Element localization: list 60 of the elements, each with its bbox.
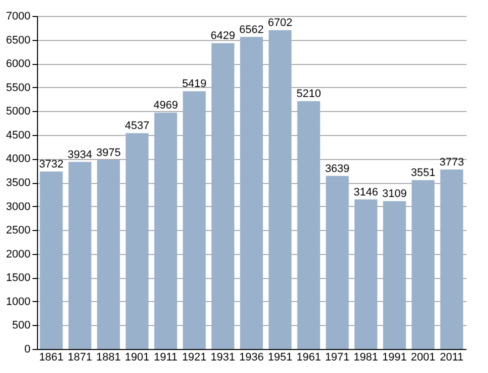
data-label: 3146 xyxy=(354,186,378,198)
y-tick-label: 5500 xyxy=(6,82,30,94)
x-tick-label: 1871 xyxy=(68,352,92,364)
y-tick-label: 2000 xyxy=(6,248,30,260)
x-tick-label: 1901 xyxy=(124,352,150,364)
bar xyxy=(383,201,406,349)
data-label: 3639 xyxy=(325,162,350,175)
x-tick-label: 1921 xyxy=(182,352,207,364)
x-tick-label: 1981 xyxy=(354,352,378,364)
y-tick-label: 7000 xyxy=(6,10,30,22)
bar xyxy=(68,162,92,349)
bar xyxy=(211,43,234,349)
x-tick-label: 1911 xyxy=(154,352,178,364)
y-tick-label: 6500 xyxy=(6,34,30,46)
y-tick-label: 5000 xyxy=(6,106,30,118)
data-label: 6429 xyxy=(210,30,236,42)
x-tick-label: 1861 xyxy=(39,352,64,364)
bar xyxy=(412,180,435,349)
x-tick-label: 2001 xyxy=(410,352,436,364)
bar xyxy=(326,176,349,349)
bar xyxy=(40,171,63,349)
y-tick-label: 3000 xyxy=(6,200,30,213)
data-label: 4969 xyxy=(153,100,178,112)
y-tick-label: 4500 xyxy=(6,129,30,142)
data-label: 3732 xyxy=(39,158,64,170)
data-label: 5419 xyxy=(182,78,207,90)
data-label: 4537 xyxy=(124,120,150,132)
data-label: 5210 xyxy=(296,88,321,100)
data-label: 6562 xyxy=(239,24,264,36)
y-tick-label: 4000 xyxy=(6,153,30,166)
y-tick-label: 1500 xyxy=(6,272,30,284)
x-tick-label: 1951 xyxy=(268,352,292,364)
y-tick-label: 0 xyxy=(24,344,30,356)
y-tick-label: 2500 xyxy=(6,224,30,237)
data-label: 3975 xyxy=(96,146,121,159)
bar xyxy=(268,30,292,349)
bar xyxy=(297,101,320,349)
y-tick-label: 500 xyxy=(12,320,30,332)
x-tick-label: 1881 xyxy=(96,352,121,364)
bar xyxy=(154,112,178,349)
y-tick-label: 3500 xyxy=(6,177,30,189)
bar xyxy=(97,160,120,349)
x-tick-label: 1931 xyxy=(210,352,236,364)
x-tick-label: 1991 xyxy=(382,352,407,364)
x-tick-label: 2011 xyxy=(440,352,464,364)
x-tick-label: 1971 xyxy=(325,352,350,364)
bar xyxy=(440,170,464,349)
data-label: 6702 xyxy=(268,17,292,30)
data-label: 3551 xyxy=(410,167,436,180)
bar xyxy=(240,36,263,349)
data-label: 3109 xyxy=(382,188,407,200)
data-label: 3773 xyxy=(439,156,464,169)
bar xyxy=(354,199,378,349)
x-tick-label: 1936 xyxy=(239,352,264,364)
x-tick-label: 1961 xyxy=(296,352,321,364)
y-tick-label: 1000 xyxy=(6,296,30,308)
data-label: 3934 xyxy=(68,148,92,161)
bar xyxy=(126,133,149,349)
bar xyxy=(182,91,206,349)
y-tick-label: 6000 xyxy=(6,58,30,70)
